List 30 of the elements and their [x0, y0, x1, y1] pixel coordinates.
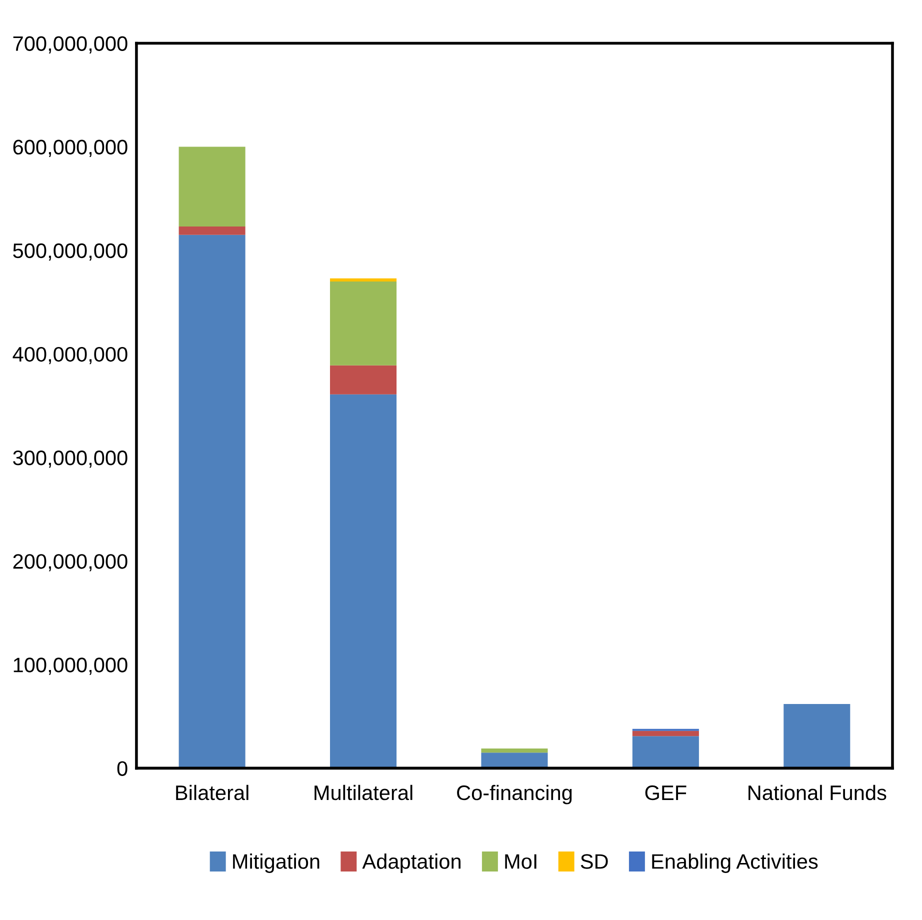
legend-label: SD [580, 854, 608, 869]
y-tick-label: 300,000,000 [13, 450, 128, 468]
bar [330, 278, 397, 282]
x-tick-label: GEF [645, 785, 686, 800]
y-tick-label: 200,000,000 [13, 554, 128, 572]
y-tick-label: 400,000,000 [12, 346, 128, 364]
bar [481, 748, 548, 753]
bar [330, 365, 397, 394]
legend-label: Mitigation [233, 854, 320, 873]
y-tick-label: 700,000,000 [13, 36, 128, 54]
x-tick-label: Bilateral [176, 784, 248, 800]
bar [178, 146, 246, 227]
legend-label: Adaptation [362, 854, 460, 873]
bar [784, 704, 850, 768]
bar [330, 281, 397, 366]
bar [632, 730, 699, 736]
y-tick-label: 0 [117, 761, 128, 776]
y-tick-label: 600,000,000 [13, 140, 128, 158]
y-tick-label: 500,000,000 [13, 243, 128, 261]
legend-label: MoI [505, 854, 536, 869]
bar [178, 226, 246, 235]
x-tick-label: National Funds [748, 784, 886, 800]
bar [178, 234, 246, 768]
bar [632, 736, 699, 768]
bar [330, 394, 397, 768]
x-tick-label: Co-financing [457, 784, 572, 804]
x-tick-label: Multilateral [314, 784, 412, 800]
legend-label: Enabling Activities [652, 854, 818, 873]
y-tick-label: 100,000,000 [14, 658, 128, 675]
bar [481, 752, 548, 768]
